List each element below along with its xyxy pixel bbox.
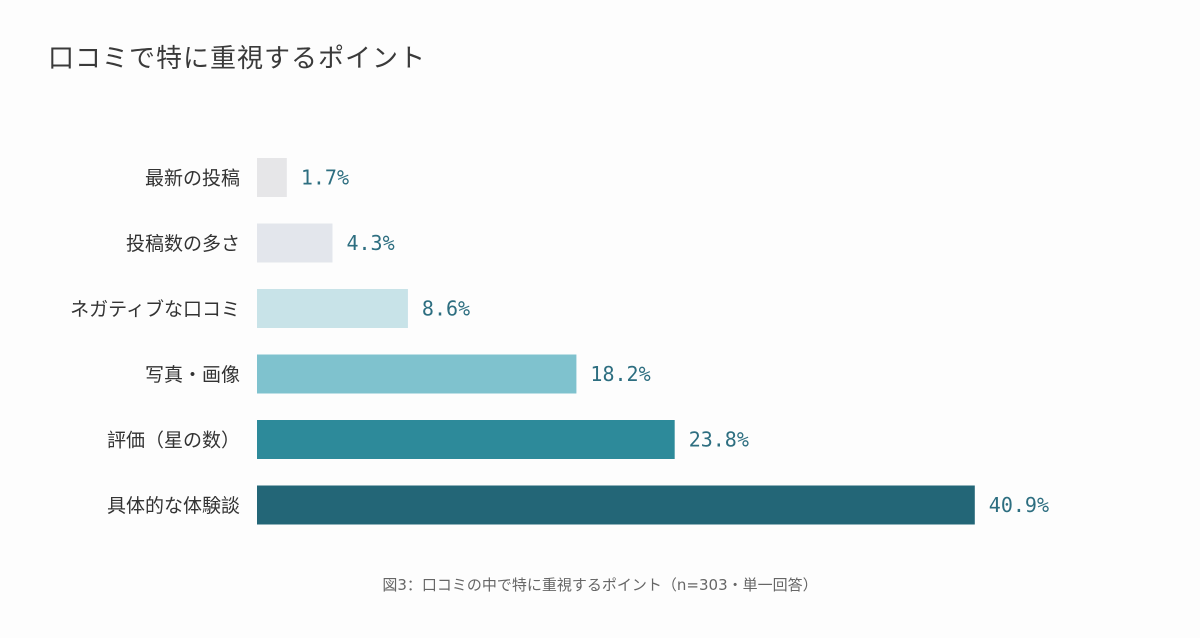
- category-label: 投稿数の多さ: [126, 233, 240, 255]
- data-label: 8.6%: [422, 297, 470, 321]
- category-label: 具体的な体験談: [107, 495, 240, 517]
- category-label: ネガティブな口コミ: [70, 298, 240, 321]
- bar: [257, 485, 975, 525]
- bar: [257, 223, 333, 263]
- category-label: 最新の投稿: [145, 168, 240, 190]
- data-label: 40.9%: [989, 493, 1049, 517]
- data-label: 18.2%: [590, 362, 650, 386]
- chart-title: 口コミで特に重視するポイント: [48, 44, 427, 74]
- data-label: 4.3%: [346, 231, 394, 255]
- bar: [257, 354, 577, 394]
- bar: [257, 420, 675, 459]
- category-label: 写真・画像: [145, 364, 240, 386]
- data-label: 23.8%: [689, 428, 749, 452]
- data-label: 1.7%: [301, 166, 349, 190]
- bar: [257, 158, 287, 197]
- figure-caption: 図3：口コミの中で特に重視するポイント（n=303・単一回答）: [382, 576, 818, 594]
- bar: [257, 289, 408, 328]
- category-label: 評価（星の数）: [107, 430, 240, 452]
